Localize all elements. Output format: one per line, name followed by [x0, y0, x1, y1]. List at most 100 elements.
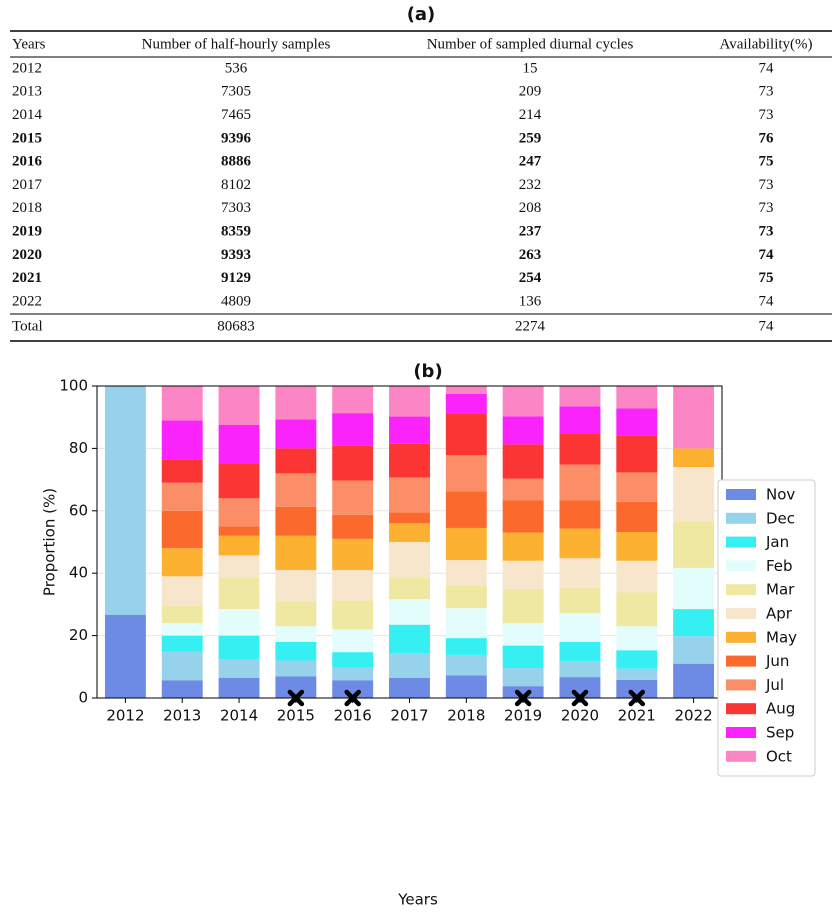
bar-segment [161, 605, 203, 624]
y-tick-label: 80 [69, 439, 88, 457]
table-title: (a) [407, 4, 436, 25]
bar-segment [161, 482, 203, 511]
cell: 2013 [12, 84, 42, 100]
bar-segment [389, 653, 430, 678]
bar-segment [332, 413, 374, 446]
legend-swatch [726, 727, 756, 738]
cell: 2019 [12, 224, 42, 240]
bar-segment [673, 567, 715, 610]
bar-segment [332, 680, 374, 698]
legend-box [717, 479, 816, 777]
bar-segment [275, 448, 317, 474]
bar-segment [218, 535, 260, 556]
bar-segment [332, 629, 374, 653]
header-cell: Number of sampled diurnal cycles [427, 36, 634, 52]
bar-segment [616, 592, 658, 627]
bar-segment [161, 459, 203, 483]
cell: 136 [519, 293, 542, 309]
bar-segment [502, 416, 544, 445]
cell: 2015 [12, 130, 42, 146]
bar-segment [673, 663, 715, 698]
bar-segment [502, 588, 544, 624]
legend-label: Oct [766, 747, 792, 765]
x-axis-label: Years [397, 891, 438, 909]
bar-segment [502, 645, 544, 669]
bar-segment [389, 477, 430, 513]
legend-swatch [726, 512, 756, 524]
cell: 2014 [12, 107, 43, 123]
cell: 73 [759, 224, 774, 240]
cell: 75 [759, 154, 774, 170]
bar-segment [161, 420, 203, 460]
bar-segment [445, 455, 487, 492]
bar-segment [389, 624, 430, 654]
bar-segment [616, 626, 658, 651]
bar-segment [445, 608, 487, 639]
bar-segment [161, 651, 203, 681]
total-cell: 80683 [217, 318, 255, 334]
legend-label: Mar [766, 581, 795, 599]
cell: 263 [519, 247, 542, 263]
bar-segment [218, 577, 260, 610]
bar-segment [616, 386, 658, 409]
cell: 74 [759, 247, 775, 263]
bar-segment [275, 641, 317, 661]
bar-segment [445, 393, 487, 414]
bar-segment [275, 660, 317, 677]
bar-segment [502, 560, 544, 589]
legend-label: Feb [766, 557, 793, 575]
bar-segment [502, 500, 544, 533]
bar-segment [616, 435, 658, 473]
bar-segment [332, 538, 374, 571]
cell: 209 [519, 84, 542, 100]
cell: 74 [759, 293, 775, 309]
bar-segment [218, 526, 260, 536]
x-tick-label: 2015 [277, 707, 315, 725]
bar-segment [559, 500, 601, 529]
bar-segment [616, 408, 658, 436]
chart: (b) Years Proportion (%) 0 20 40 60 80 100 201… [41, 361, 816, 909]
legend-swatch [726, 536, 756, 548]
bar-segment [559, 386, 601, 407]
legend-swatch [726, 655, 756, 667]
bar-segment [389, 577, 430, 600]
x-tick-label: 2012 [106, 707, 144, 725]
y-tick-label: 60 [69, 501, 88, 519]
header-cell: Years [12, 36, 46, 52]
bar-segment [389, 542, 430, 578]
bar-segment [104, 386, 146, 615]
bar-segment [502, 444, 544, 479]
bar-segment [502, 532, 544, 561]
cell: 2022 [12, 293, 42, 309]
bar-segment [275, 626, 317, 642]
bar-segment [616, 650, 658, 669]
x-tick-label: 2021 [618, 707, 656, 725]
legend-swatch [726, 750, 756, 762]
bar-segment [161, 635, 203, 652]
bar-segment [445, 491, 487, 528]
cell: 7465 [221, 107, 251, 123]
bar-segment [445, 585, 487, 609]
bar-segment [161, 623, 203, 636]
bar-segment [673, 467, 715, 522]
bar-segment [218, 635, 260, 659]
y-tick-label: 100 [59, 377, 88, 395]
bar-segment [161, 680, 203, 698]
bar-segment [332, 445, 374, 481]
y-tick-label: 0 [78, 689, 88, 707]
bar-segment [218, 498, 260, 527]
bar-segment [445, 386, 487, 394]
bar-segment [161, 548, 203, 577]
cell: 2012 [12, 60, 42, 76]
bar-segment [218, 464, 260, 499]
bar-segment [389, 443, 430, 478]
bar-segment [389, 677, 430, 698]
cell: 2018 [12, 200, 42, 216]
bar-segment [275, 535, 317, 571]
cell: 9393 [221, 247, 251, 263]
bar-segment [559, 464, 601, 501]
x-tick-label: 2013 [163, 707, 201, 725]
cell: 2021 [12, 270, 42, 286]
cell: 4809 [221, 293, 251, 309]
